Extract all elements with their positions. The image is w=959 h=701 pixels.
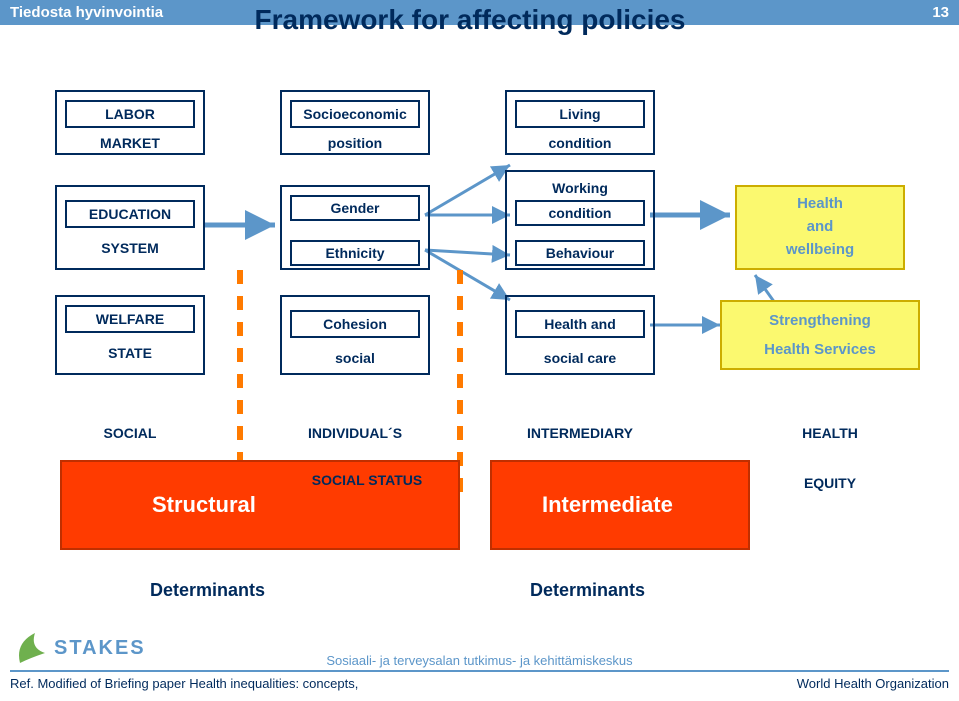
gender-box: Gender <box>290 195 420 221</box>
header-page: 13 <box>932 4 949 21</box>
determinants-1: Determinants <box>150 580 265 601</box>
state-label: STATE <box>65 345 195 361</box>
footer-line <box>10 670 949 672</box>
page-title: Framework for affecting policies <box>210 4 730 36</box>
footer-left: Ref. Modified of Briefing paper Health i… <box>10 676 358 691</box>
position-label: position <box>290 135 420 151</box>
and-label: and <box>737 218 903 235</box>
education-box: EDUCATION <box>65 200 195 228</box>
strengthening-box: Strengthening Health Services <box>720 300 920 370</box>
socialcare-label: social care <box>515 350 645 366</box>
social-label: social <box>290 350 420 366</box>
intermediate-redbox: Intermediate <box>490 460 750 550</box>
wellbeing-label: wellbeing <box>737 241 903 258</box>
labor-box: LABOR <box>65 100 195 128</box>
structural-redbox: SOCIAL STATUS Structural <box>60 460 460 550</box>
individuals-section: INDIVIDUAL´S <box>290 425 420 441</box>
health-section: HEALTH <box>780 425 880 441</box>
cohesion-box: Cohesion <box>290 310 420 338</box>
structural-label: Structural <box>152 492 256 518</box>
behaviour-box: Behaviour <box>515 240 645 266</box>
footer-right: World Health Organization <box>797 676 949 691</box>
health-wellbeing-box: Health and wellbeing <box>735 185 905 270</box>
services-label: Health Services <box>722 341 918 358</box>
socialstatus-label: SOCIAL STATUS <box>282 472 452 488</box>
welfare-box: WELFARE <box>65 305 195 333</box>
footer-center: Sosiaali- ja terveysalan tutkimus- ja ke… <box>10 653 949 668</box>
system-label: SYSTEM <box>65 240 195 256</box>
ethnicity-box: Ethnicity <box>290 240 420 266</box>
determinants-2: Determinants <box>530 580 645 601</box>
social-section: SOCIAL <box>65 425 195 441</box>
intermediary-section: INTERMEDIARY <box>515 425 645 441</box>
market-label: MARKET <box>65 135 195 151</box>
stakes-logo: STAKES <box>10 628 146 668</box>
living-box: Living <box>515 100 645 128</box>
condition-label: condition <box>515 135 645 151</box>
working-label: Working <box>515 180 645 196</box>
condition2-box: condition <box>515 200 645 226</box>
health-label: Health <box>737 195 903 212</box>
stakes-text: STAKES <box>54 637 146 660</box>
leaf-icon <box>10 628 50 668</box>
healthand-box: Health and <box>515 310 645 338</box>
socio-box: Socioeconomic <box>290 100 420 128</box>
strength-label: Strengthening <box>722 312 918 329</box>
equity-label: EQUITY <box>780 475 880 491</box>
intermediate-label: Intermediate <box>542 492 673 518</box>
header-left: Tiedosta hyvinvointia <box>10 4 163 21</box>
